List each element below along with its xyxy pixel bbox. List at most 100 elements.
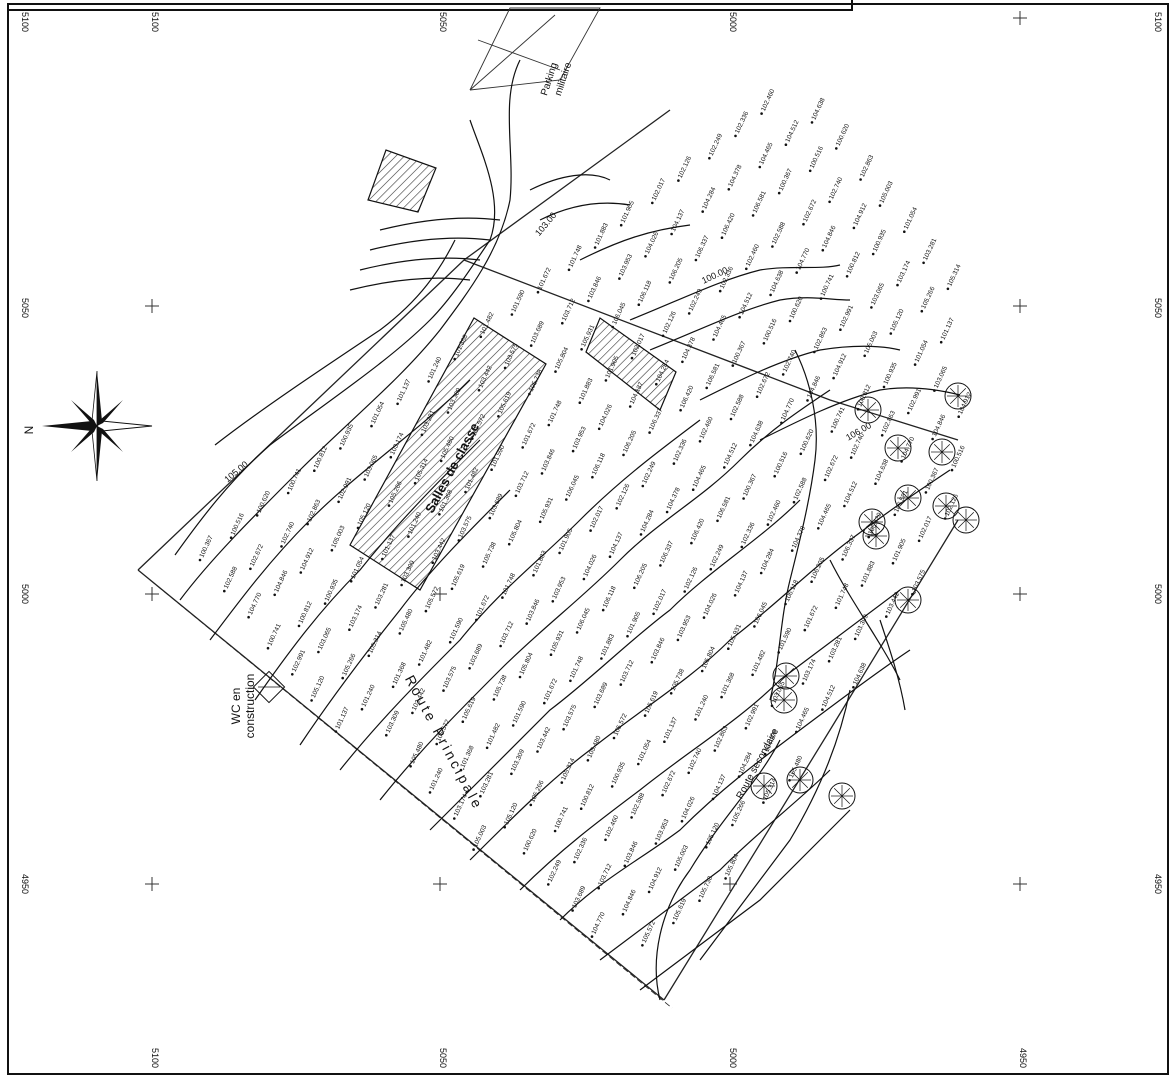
elevation-point-label: 101.748 [567, 244, 583, 269]
elevation-point-label: 101.883 [532, 549, 548, 574]
elevation-point-label: 103.281 [479, 770, 495, 795]
elevation-point-marker [593, 246, 597, 249]
elevation-point-label: 101.672 [536, 266, 552, 291]
elevation-point-label: 106.205 [633, 562, 649, 587]
elevation-point-marker [417, 663, 421, 666]
elevation-point-marker [565, 498, 568, 501]
elevation-point-marker [348, 628, 351, 631]
contour-label-top: 103.00 [533, 210, 558, 238]
elevation-point-label: 102.460 [604, 814, 620, 839]
elevation-point-marker [758, 165, 762, 169]
elevation-point-marker [668, 281, 672, 284]
elevation-point-label: 104.465 [712, 314, 728, 339]
elevation-point-label: 105.738 [492, 674, 508, 699]
elevation-point-label: 104.465 [817, 503, 833, 528]
elevation-point-marker [299, 571, 303, 574]
elevation-point-label: 103.174 [348, 604, 364, 629]
elevation-point-label: 106.337 [648, 407, 664, 432]
elevation-point-marker [628, 405, 632, 408]
elevation-point-label: 105.003 [674, 844, 690, 869]
grid-label-top: 5100 [150, 12, 160, 32]
elevation-point-label: 100.935 [339, 423, 355, 448]
contour-line [429, 499, 801, 831]
elevation-point-marker [870, 306, 873, 309]
elevation-point-marker [650, 660, 654, 664]
elevation-point-label: 100.620 [522, 828, 538, 853]
elevation-point-label: 104.638 [769, 269, 785, 294]
compass-rose: N [22, 370, 153, 482]
elevation-point-marker [700, 669, 704, 673]
elevation-point-marker [766, 523, 770, 526]
elevation-point-marker [255, 514, 259, 517]
contour-line [519, 589, 901, 891]
elevation-point-label: 101.748 [834, 582, 850, 607]
elevation-point-label: 103.442 [885, 591, 901, 616]
elevation-point-label: 101.590 [510, 289, 526, 314]
elevation-point-marker [247, 615, 250, 619]
elevation-point-marker [880, 434, 884, 437]
elevation-point-marker [648, 431, 651, 434]
elevation-point-marker [835, 147, 838, 150]
elevation-point-label: 104.770 [780, 397, 796, 422]
elevation-point-label: 102.672 [756, 371, 772, 396]
elevation-point-label: 101.748 [547, 399, 563, 424]
elevation-point-label: 105.314 [367, 630, 383, 655]
elevation-point-label: 100.812 [297, 600, 313, 625]
elevation-point-marker [920, 309, 924, 313]
elevation-point-marker [670, 232, 673, 236]
elevation-point-label: 100.741 [819, 273, 835, 298]
elevation-point-label: 100.741 [266, 622, 282, 647]
elevation-point-marker [878, 204, 882, 207]
elevation-point-marker [871, 252, 875, 256]
elevation-point-marker [885, 615, 888, 618]
elevation-point-label: 106.118 [784, 579, 800, 603]
elevation-point-label: 106.118 [602, 585, 618, 609]
elevation-point-label: 103.281 [374, 582, 390, 607]
elevation-point-marker [744, 726, 748, 730]
elevation-point-marker [317, 650, 320, 654]
elevation-point-label: 102.588 [792, 476, 808, 501]
elevation-point-label: 105.314 [560, 757, 576, 782]
elevation-point-marker [852, 686, 855, 689]
elevation-point-marker [459, 768, 463, 772]
elevation-point-marker [490, 468, 493, 472]
elevation-point-marker [356, 526, 360, 530]
contour-line [699, 689, 851, 961]
contour-line [359, 257, 481, 271]
elevation-point-label: 106.205 [810, 556, 826, 581]
grid-label-bottom: 5100 [150, 1048, 160, 1068]
elevation-point-label: 104.638 [749, 419, 765, 444]
elevation-point-label: 100.812 [313, 445, 329, 470]
elevation-point-marker [771, 245, 774, 248]
elevation-point-marker [593, 705, 596, 709]
contour-label-left: 105.00 [222, 459, 250, 484]
elevation-point-marker [374, 606, 377, 609]
elevation-point-marker [511, 724, 515, 727]
elevation-point-marker [547, 423, 551, 427]
contour-lines [174, 59, 961, 1001]
elevation-point-label: 103.712 [561, 297, 577, 322]
elevation-point-marker [683, 590, 686, 593]
elevation-point-label: 100.620 [256, 490, 272, 515]
elevation-point-marker [525, 622, 528, 625]
elevation-point-marker [762, 801, 765, 804]
elevation-point-marker [591, 475, 594, 479]
elevation-point-marker [590, 935, 594, 938]
elevation-point-marker [734, 134, 737, 138]
elevation-point-label: 106.337 [841, 534, 857, 559]
elevation-point-marker [536, 750, 539, 753]
elevation-point-label: 104.137 [711, 773, 727, 798]
contour-line [699, 345, 901, 401]
elevation-point-marker [853, 637, 857, 641]
elevation-point-label: 102.460 [766, 499, 782, 524]
elevation-point-label: 100.367 [198, 534, 214, 559]
elevation-point-marker [619, 223, 623, 227]
elevation-point-label: 102.740 [687, 747, 703, 772]
elevation-point-label: 106.420 [720, 212, 736, 237]
elevation-point-label: 101.240 [427, 356, 443, 381]
elevation-point-marker [795, 730, 798, 734]
elevation-point-marker [503, 825, 507, 829]
elevation-point-marker [889, 332, 893, 335]
contour-line [179, 59, 521, 601]
